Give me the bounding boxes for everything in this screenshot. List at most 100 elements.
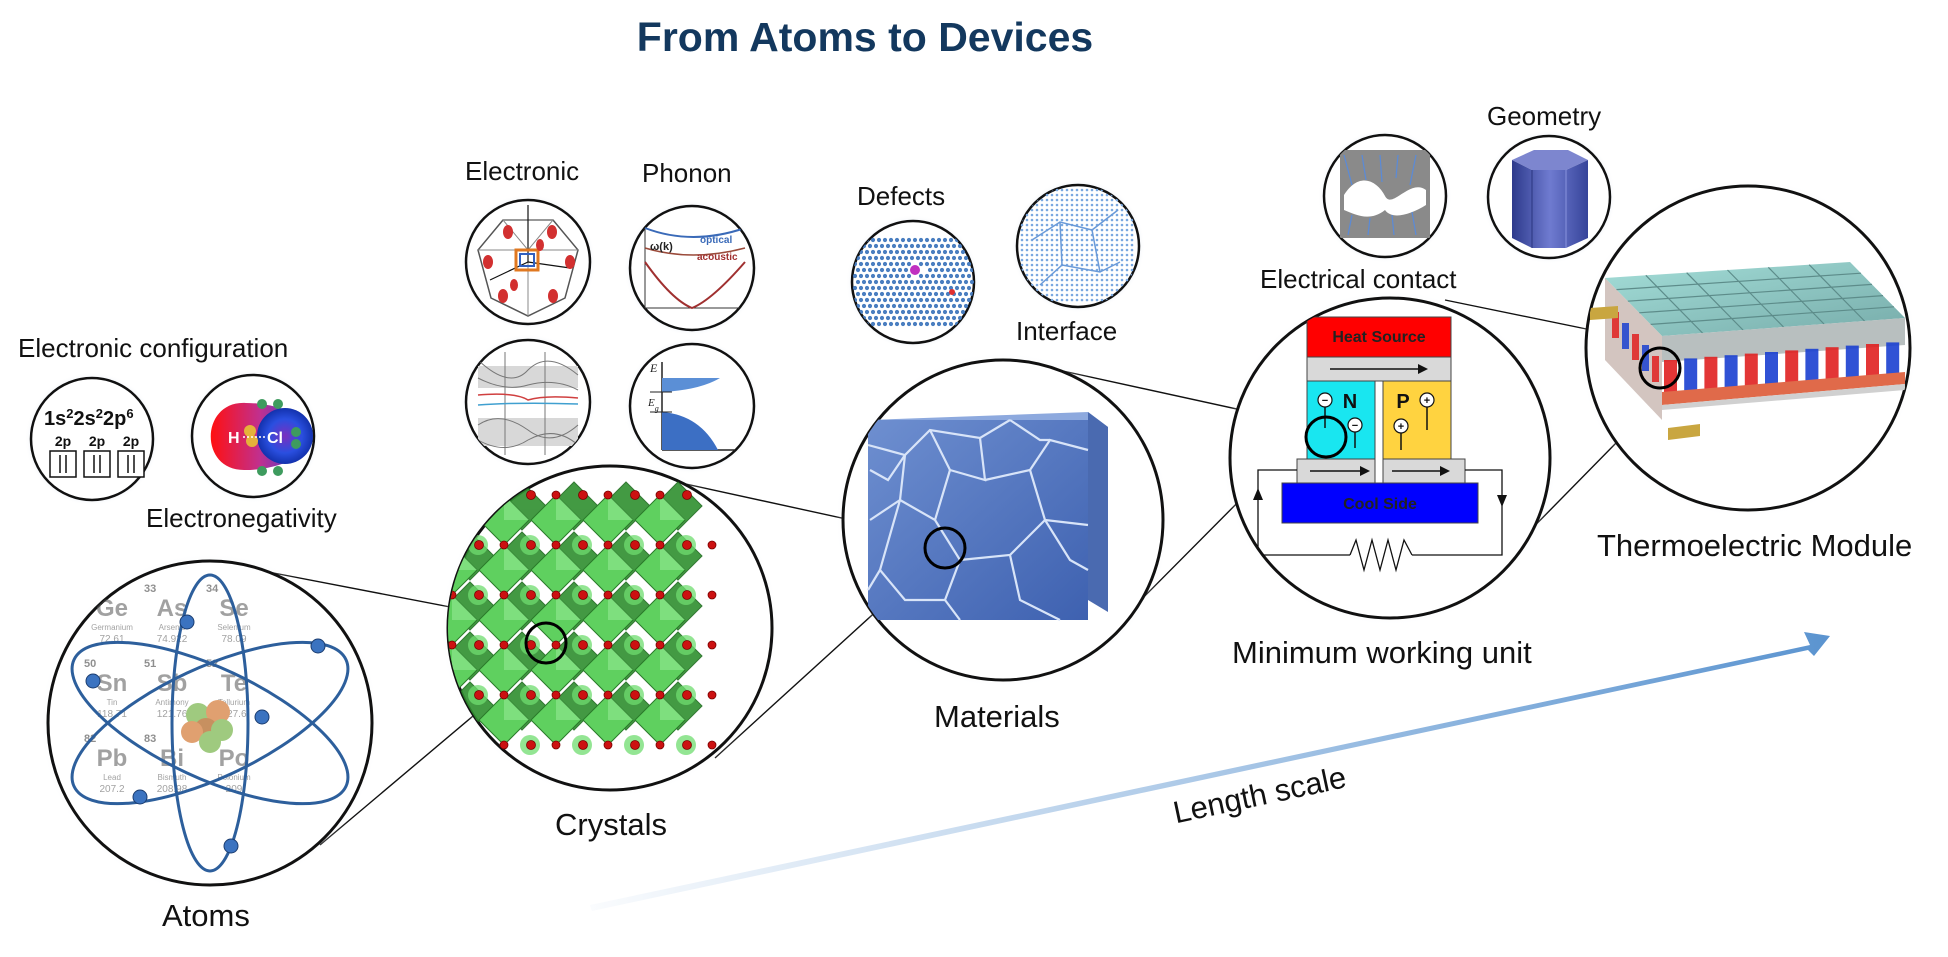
oxygen-atom	[551, 690, 561, 700]
svg-text:51: 51	[144, 658, 156, 670]
svg-text:33: 33	[144, 583, 156, 595]
oxygen-atom	[526, 690, 536, 700]
oxygen-atom	[474, 640, 484, 650]
oxygen-atom	[474, 690, 484, 700]
label-interface: Interface	[1016, 316, 1118, 346]
oxygen-atom	[474, 490, 484, 500]
svg-text:N: N	[1343, 391, 1357, 413]
label-minimum-working-unit: Minimum working unit	[1232, 635, 1532, 670]
module-leg	[1845, 345, 1859, 378]
oxygen-atom	[655, 690, 665, 700]
module-leg	[1642, 345, 1649, 371]
oxygen-atom	[474, 540, 484, 550]
octahedron	[530, 494, 592, 555]
module-leg	[1765, 352, 1778, 384]
oxygen-atom	[551, 590, 561, 600]
oxygen-atom	[474, 590, 484, 600]
oxygen-atom	[578, 590, 588, 600]
oxygen-atom	[682, 690, 692, 700]
external-circuit	[1257, 469, 1503, 573]
svg-text:Pb: Pb	[97, 745, 128, 772]
oxygen-atom	[603, 490, 613, 500]
oxygen-atom	[682, 590, 692, 600]
svg-text:Bismuth: Bismuth	[158, 773, 187, 782]
thermocouple: Heat Source N P − − + +	[1253, 316, 1507, 573]
svg-text:32: 32	[84, 583, 96, 595]
oxygen-atom	[603, 590, 613, 600]
label-electronic-configuration: Electronic configuration	[18, 333, 289, 363]
oxygen-atom	[630, 640, 640, 650]
svg-text:ω(k): ω(k)	[650, 241, 673, 253]
svg-text:Germanium: Germanium	[91, 623, 133, 632]
svg-text:+: +	[1424, 395, 1430, 407]
grain-boundary	[869, 454, 906, 482]
material-zoom-circle	[923, 526, 967, 570]
interface-circle	[1015, 183, 1141, 309]
oxygen-atom	[551, 640, 561, 650]
oxygen-atom	[499, 540, 509, 550]
label-geometry: Geometry	[1487, 101, 1602, 131]
octahedron	[478, 594, 540, 655]
periodic-table-group: 32GeGermanium72.6133AsArsenic74.92234SeS…	[70, 573, 350, 873]
svg-text:Tellurium: Tellurium	[218, 698, 250, 707]
grain-boundary	[1008, 554, 1061, 621]
oxygen-atom	[474, 740, 484, 750]
oxygen-atom	[630, 490, 640, 500]
nucleus	[181, 700, 233, 753]
config-box: 1s22s22p6 2p 2p 2p	[44, 406, 145, 478]
svg-text:Selenium: Selenium	[217, 623, 251, 632]
octahedron	[530, 544, 592, 605]
oxygen-atom	[499, 590, 509, 600]
heat-source-block	[1306, 316, 1452, 358]
svg-text:72.61: 72.61	[99, 634, 124, 645]
grain-boundary	[929, 429, 987, 482]
label-atoms: Atoms	[162, 898, 250, 933]
svg-text:83: 83	[144, 733, 156, 745]
label-electronegativity: Electronegativity	[146, 503, 337, 533]
module-leg	[1866, 344, 1879, 376]
svg-text:127.6: 127.6	[221, 709, 246, 720]
octahedron	[478, 694, 540, 755]
module-leg	[1744, 353, 1758, 386]
oxygen-atom	[655, 490, 665, 500]
interface-image	[1020, 188, 1134, 302]
svg-text:Cool Side: Cool Side	[1343, 496, 1417, 513]
oxygen-atom	[682, 640, 692, 650]
polycrystal-cube	[867, 412, 1108, 621]
oxygen-atom	[603, 640, 613, 650]
grain-boundary	[1009, 419, 1050, 442]
oxygen-atom	[526, 540, 536, 550]
grain-boundary	[878, 499, 945, 602]
oxygen-atom	[682, 490, 692, 500]
oxygen-atom	[526, 590, 536, 600]
octahedron	[634, 644, 696, 705]
module-leg	[1724, 355, 1738, 388]
grain-boundary	[934, 519, 962, 621]
orbital-label: 2p	[123, 433, 139, 449]
phonon-circle	[628, 204, 756, 332]
oxygen-atom	[448, 490, 457, 500]
svg-text:74.922: 74.922	[157, 634, 188, 645]
oxygen-atom	[630, 740, 640, 750]
phonon-dispersion-plot: ω(k) optical acoustic	[644, 226, 746, 310]
svg-text:118.71: 118.71	[97, 709, 127, 720]
module-leg	[1622, 323, 1629, 349]
module-leg	[1612, 312, 1619, 338]
oxygen-atom	[423, 691, 432, 700]
unit-zoom-circle	[1304, 415, 1348, 459]
oxygen-atom	[707, 740, 717, 750]
octahedron	[582, 644, 644, 705]
octahedron	[634, 694, 696, 755]
oxygen-atom	[551, 540, 561, 550]
svg-text:−: −	[1352, 420, 1358, 432]
svg-text:acoustic: acoustic	[697, 252, 738, 263]
svg-text:209: 209	[226, 784, 243, 795]
module-leg	[1785, 350, 1799, 383]
octahedron	[530, 694, 592, 755]
oxygen-atom	[526, 740, 536, 750]
oxygen-atom	[578, 490, 588, 500]
grain-boundary	[1044, 519, 1089, 571]
